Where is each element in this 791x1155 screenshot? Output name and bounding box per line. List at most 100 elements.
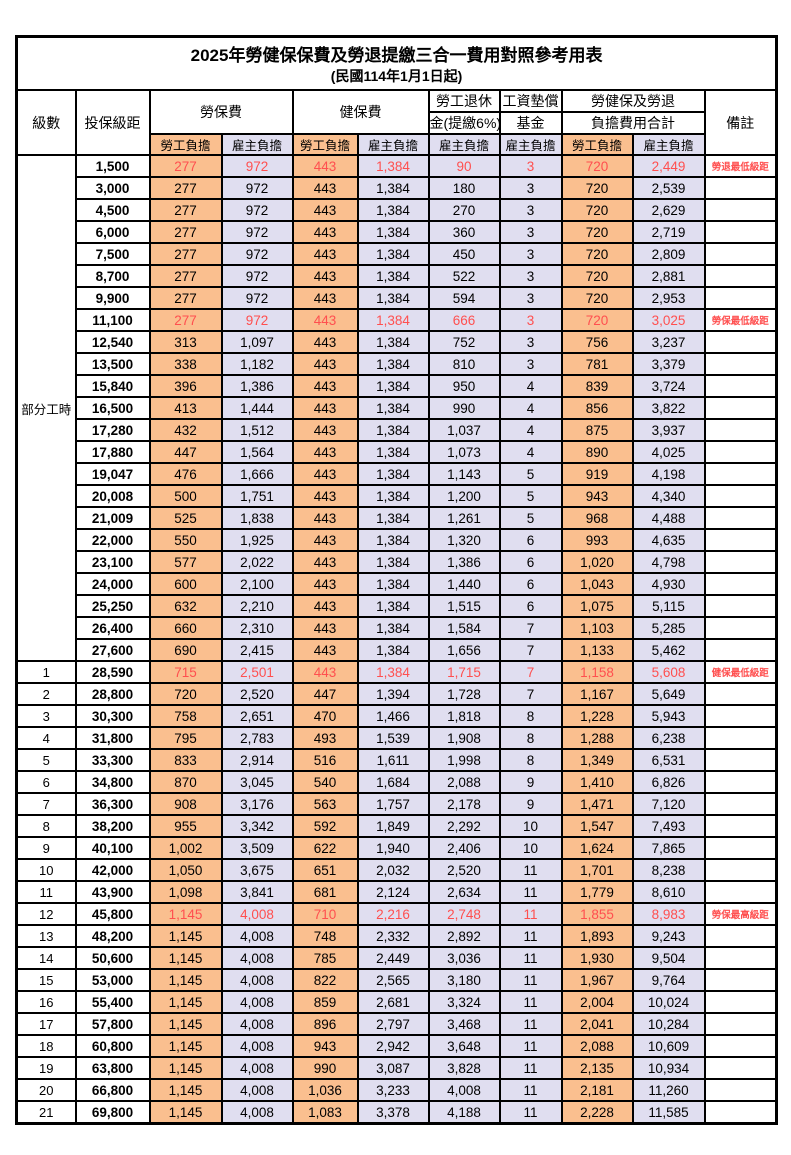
cell-remark <box>703 924 778 948</box>
cell-value: 3,237 <box>631 330 706 354</box>
cell-level: 5 <box>15 748 77 772</box>
cell-value: 1,471 <box>560 792 634 816</box>
cell-value: 443 <box>291 550 359 574</box>
cell-value: 1,143 <box>427 462 501 486</box>
cell-value: 1,145 <box>148 1078 223 1102</box>
cell-value: 1,145 <box>148 946 223 970</box>
cell-value: 1,103 <box>560 616 634 640</box>
cell-bracket: 7,500 <box>74 242 151 266</box>
cell-value: 2,415 <box>220 638 294 662</box>
cell-value: 2,181 <box>560 1078 634 1102</box>
cell-bracket: 16,500 <box>74 396 151 420</box>
cell-bracket: 27,600 <box>74 638 151 662</box>
header-total-employee: 勞工負擔 <box>560 133 634 156</box>
cell-bracket: 50,600 <box>74 946 151 970</box>
cell-value: 4 <box>498 440 563 464</box>
cell-value: 7 <box>498 660 563 684</box>
cell-value: 720 <box>560 198 634 222</box>
cell-level: 13 <box>15 924 77 948</box>
header-total-line2: 負擔費用合計 <box>560 111 706 135</box>
cell-value: 1,145 <box>148 924 223 948</box>
cell-value: 1,050 <box>148 858 223 882</box>
cell-value: 1,073 <box>427 440 501 464</box>
cell-level: 1 <box>15 660 77 684</box>
cell-value: 3 <box>498 220 563 244</box>
table-row: 19,047 476 1,666 443 1,384 1,143 5 919 4,198 <box>17 462 778 486</box>
cell-value: 1,002 <box>148 836 223 860</box>
cell-value: 3,509 <box>220 836 294 860</box>
cell-value: 443 <box>291 154 359 178</box>
cell-value: 5,943 <box>631 704 706 728</box>
header-li-employer: 雇主負擔 <box>220 133 294 156</box>
cell-remark <box>703 286 778 310</box>
cell-value: 3,724 <box>631 374 706 398</box>
cell-value: 919 <box>560 462 634 486</box>
header-level: 級數 <box>15 89 77 156</box>
cell-remark <box>703 330 778 354</box>
cell-bracket: 66,800 <box>74 1078 151 1102</box>
header-hi-employee: 勞工負擔 <box>291 133 359 156</box>
cell-value: 6 <box>498 594 563 618</box>
table-row: 20,008 500 1,751 443 1,384 1,200 5 943 4,340 <box>17 484 778 508</box>
cell-value: 715 <box>148 660 223 684</box>
cell-value: 1,037 <box>427 418 501 442</box>
cell-value: 7,865 <box>631 836 706 860</box>
cell-value: 270 <box>427 198 501 222</box>
cell-bracket: 60,800 <box>74 1034 151 1058</box>
table-row: 7 36,300 908 3,176 563 1,757 2,178 9 1,471 7,120 <box>15 792 778 816</box>
cell-value: 3 <box>498 308 563 332</box>
cell-value: 4,008 <box>220 946 294 970</box>
cell-value: 7,120 <box>631 792 706 816</box>
cell-remark <box>703 198 778 222</box>
cell-value: 3,468 <box>427 1012 501 1036</box>
cell-bracket: 28,590 <box>74 660 151 684</box>
cell-value: 277 <box>148 154 223 178</box>
cell-value: 1,728 <box>427 682 501 706</box>
cell-value: 839 <box>560 374 634 398</box>
table-row: 24,000 600 2,100 443 1,384 1,440 6 1,043 4,930 <box>17 572 778 596</box>
cell-value: 2,088 <box>560 1034 634 1058</box>
cell-value: 443 <box>291 242 359 266</box>
cell-level: 12 <box>15 902 77 926</box>
cell-value: 7 <box>498 638 563 662</box>
cell-value: 681 <box>291 880 359 904</box>
cell-value: 4,008 <box>220 1034 294 1058</box>
cell-value: 1,757 <box>356 792 430 816</box>
cell-value: 2,310 <box>220 616 294 640</box>
cell-value: 1,145 <box>148 1100 223 1125</box>
cell-value: 1,384 <box>356 462 430 486</box>
cell-value: 1,384 <box>356 308 430 332</box>
cell-remark <box>703 396 778 420</box>
cell-value: 3,675 <box>220 858 294 882</box>
cell-value: 563 <box>291 792 359 816</box>
cell-value: 277 <box>148 198 223 222</box>
cell-value: 972 <box>220 308 294 332</box>
cell-value: 1,133 <box>560 638 634 662</box>
cell-value: 11 <box>498 968 563 992</box>
cell-level: 17 <box>15 1012 77 1036</box>
cell-value: 1,384 <box>356 484 430 508</box>
cell-value: 2,797 <box>356 1012 430 1036</box>
cell-value: 3 <box>498 242 563 266</box>
cell-remark <box>703 638 778 662</box>
header-hi-employer: 雇主負擔 <box>356 133 430 156</box>
cell-value: 8 <box>498 748 563 772</box>
cell-value: 1,167 <box>560 682 634 706</box>
cell-value: 756 <box>560 330 634 354</box>
cell-value: 1,200 <box>427 484 501 508</box>
table-row: 22,000 550 1,925 443 1,384 1,320 6 993 4,635 <box>17 528 778 552</box>
cell-value: 443 <box>291 198 359 222</box>
cell-value: 413 <box>148 396 223 420</box>
cell-value: 447 <box>291 682 359 706</box>
cell-value: 1,349 <box>560 748 634 772</box>
cell-value: 890 <box>560 440 634 464</box>
cell-value: 972 <box>220 242 294 266</box>
page-subtitle: (民國114年1月1日起) <box>330 67 463 84</box>
cell-value: 522 <box>427 264 501 288</box>
cell-value: 2,651 <box>220 704 294 728</box>
cell-value: 443 <box>291 484 359 508</box>
table-row: 3 30,300 758 2,651 470 1,466 1,818 8 1,228 5,943 <box>15 704 778 728</box>
cell-value: 720 <box>560 264 634 288</box>
cell-remark <box>703 748 778 772</box>
cell-value: 943 <box>291 1034 359 1058</box>
